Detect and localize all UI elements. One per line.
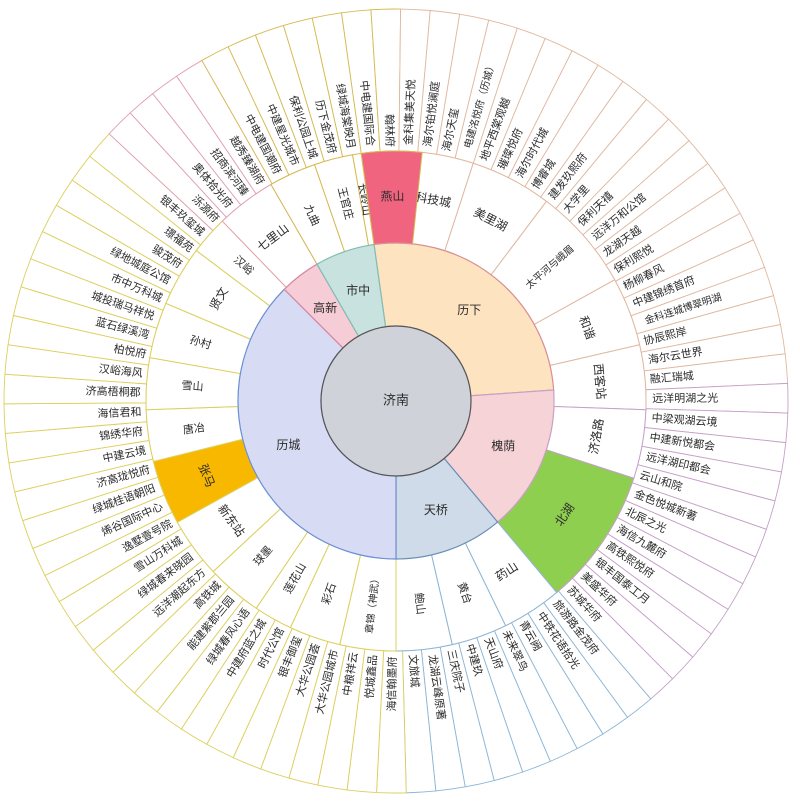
project-label: 融汇瑞城 <box>649 368 694 386</box>
area-label: 鲍山 <box>412 592 428 615</box>
area-label: 济洛路 <box>585 417 606 455</box>
district-label: 历城 <box>276 438 300 452</box>
area-label: 黄台 <box>455 580 476 605</box>
project-label: 锦绣华府 <box>98 424 143 443</box>
project-label: 翰林府 <box>383 114 398 147</box>
project-label: 汉峪海风 <box>98 361 143 380</box>
project-label: 中梁观湖云境 <box>651 411 718 429</box>
project-label: 柏悦府 <box>113 341 148 361</box>
district-label: 天桥 <box>424 503 448 517</box>
district-label: 历下 <box>457 303 481 317</box>
ring-areas: 山大路科技城美里湖太平河与峨眉和谐西客站济洛路北湖药山黄台鲍山章锦（神武）彩石莲… <box>145 150 647 652</box>
project-label: 远洋明湖之光 <box>652 391 718 405</box>
center-group: 济南 <box>320 325 472 477</box>
project-label: 中电建国际合 <box>357 80 378 147</box>
project-label: 海信翰墨府 <box>384 656 399 711</box>
center-circle <box>320 325 472 477</box>
district-label: 高新 <box>313 300 337 315</box>
district-label: 市中 <box>346 282 370 297</box>
project-label: 悦城鑫品 <box>362 654 380 699</box>
area-label: 唐冶 <box>182 420 206 437</box>
area-label: 雪山 <box>181 379 204 394</box>
center-label: 济南 <box>383 393 409 409</box>
project-label: 海信君和 <box>97 404 142 420</box>
area-label: 科技城 <box>414 190 452 210</box>
project-label: 文旅城 <box>406 654 422 688</box>
project-label: 济高梧桐郡 <box>85 383 140 399</box>
district-label: 槐荫 <box>491 438 515 453</box>
area-label: 西客站 <box>591 363 609 400</box>
area-label: 孙村 <box>188 332 213 352</box>
project-label: 金科集美天悦 <box>401 79 418 146</box>
area-label: 燕山 <box>380 189 404 203</box>
